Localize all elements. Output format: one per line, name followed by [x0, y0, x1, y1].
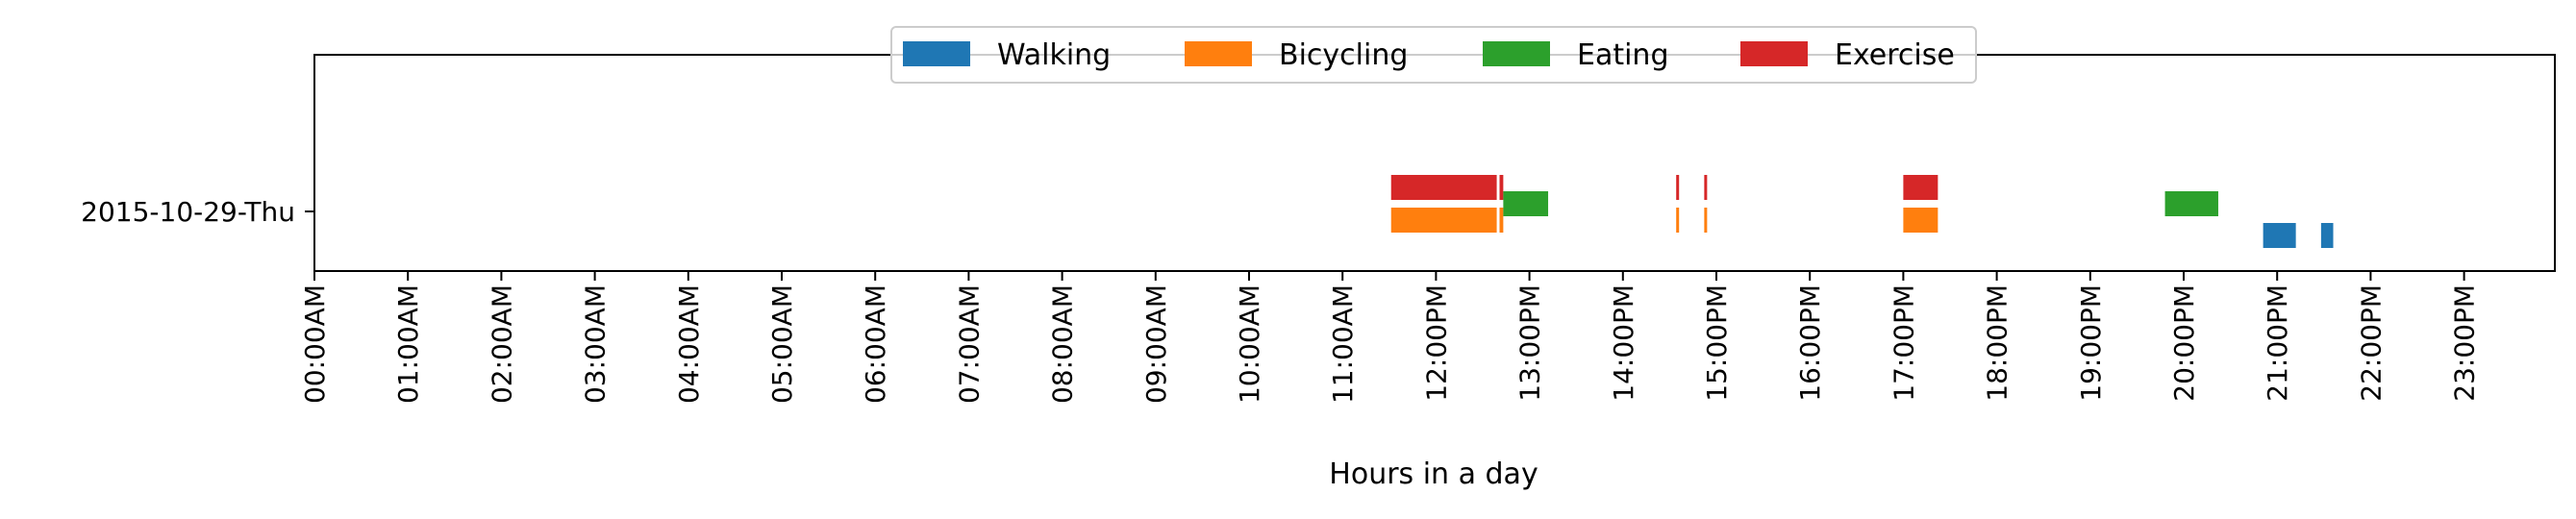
x-tick-label: 03:00AM	[580, 284, 612, 404]
exercise-bar	[1390, 175, 1497, 200]
legend-label-exercise: Exercise	[1835, 38, 1955, 72]
x-axis: 00:00AM 01:00AM 02:00AM 03:00AM 04:00AM 05:00…	[299, 271, 2481, 404]
x-tick-label: 20:00PM	[2168, 284, 2200, 402]
exercise-bar	[1704, 175, 1708, 200]
exercise-bar	[1676, 175, 1680, 200]
x-tick-label: 15:00PM	[1701, 284, 1733, 402]
x-tick-label: 19:00PM	[2075, 284, 2107, 402]
legend-label-eating: Eating	[1577, 38, 1669, 72]
legend-swatch-eating	[1483, 41, 1550, 66]
x-tick-label: 21:00PM	[2262, 284, 2293, 402]
x-tick-label: 22:00PM	[2355, 284, 2387, 402]
x-tick-label: 05:00AM	[766, 284, 798, 404]
x-axis-label: Hours in a day	[1329, 457, 1538, 491]
x-tick-label: 00:00AM	[299, 284, 331, 404]
bicycling-bar	[1903, 208, 1938, 233]
legend-label-bicycling: Bicycling	[1279, 38, 1408, 72]
legend-swatch-exercise	[1740, 41, 1808, 66]
eating-bar	[1503, 191, 1549, 216]
x-tick-label: 16:00PM	[1794, 284, 1826, 402]
x-tick-label: 14:00PM	[1608, 284, 1639, 402]
x-tick-label: 12:00PM	[1420, 284, 1452, 402]
legend-swatch-walking	[903, 41, 970, 66]
legend-swatch-bicycling	[1185, 41, 1252, 66]
walking-bar	[2263, 223, 2296, 248]
x-tick-label: 04:00AM	[673, 284, 705, 404]
x-tick-label: 17:00PM	[1888, 284, 1919, 402]
x-tick-label: 01:00AM	[392, 284, 424, 404]
y-axis: 2015-10-29-Thu	[81, 196, 314, 228]
x-tick-label: 11:00AM	[1327, 284, 1359, 404]
x-tick-label: 09:00AM	[1140, 284, 1172, 404]
x-tick-label: 02:00AM	[486, 284, 517, 404]
y-tick-label: 2015-10-29-Thu	[81, 196, 295, 228]
plot-frame	[313, 54, 2556, 272]
bicycling-bar	[1390, 208, 1497, 233]
legend-label-walking: Walking	[997, 38, 1111, 72]
bicycling-bar	[1499, 208, 1504, 233]
walking-bar	[2320, 223, 2334, 248]
x-tick-label: 07:00AM	[953, 284, 985, 404]
x-tick-label: 10:00AM	[1234, 284, 1265, 404]
eating-bar	[2164, 191, 2218, 216]
x-tick-label: 08:00AM	[1047, 284, 1079, 404]
legend-box	[890, 26, 1977, 84]
x-tick-label: 06:00AM	[860, 284, 891, 404]
x-tick-label: 23:00PM	[2449, 284, 2481, 402]
exercise-bar	[1903, 175, 1938, 200]
x-tick-label: 13:00PM	[1514, 284, 1546, 402]
activity-bars	[1390, 175, 2334, 248]
legend: Walking Bicycling Eating Exercise	[890, 26, 1977, 84]
bicycling-bar	[1704, 208, 1708, 233]
exercise-bar	[1499, 175, 1504, 200]
x-tick-label: 18:00PM	[1982, 284, 2013, 402]
bicycling-bar	[1676, 208, 1680, 233]
